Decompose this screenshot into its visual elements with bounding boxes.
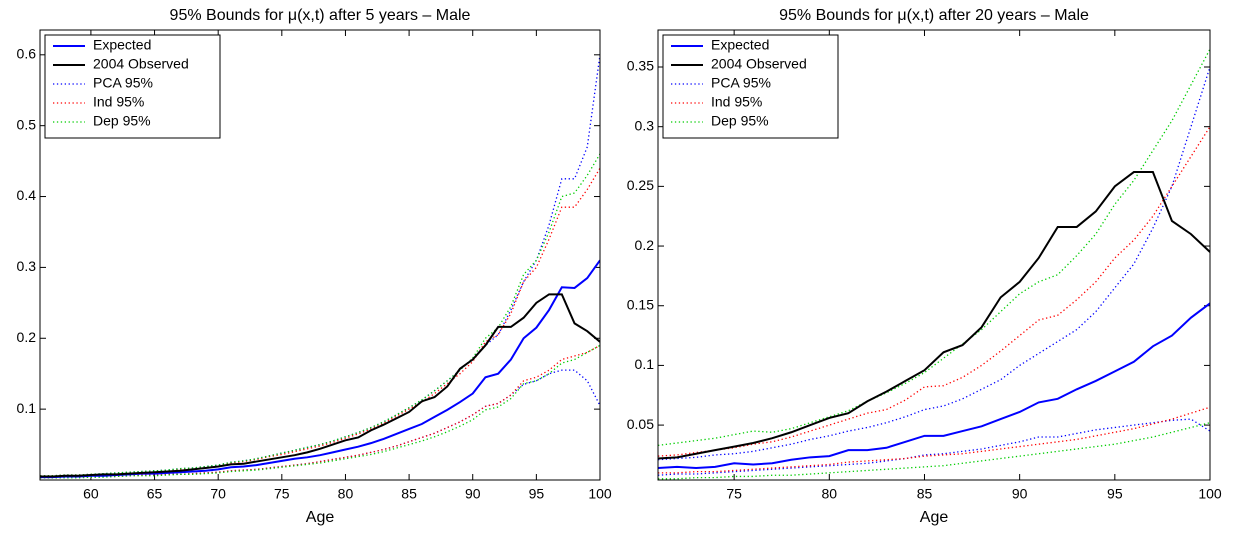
series-line (658, 126, 1210, 457)
x-tick-label: 80 (338, 486, 354, 502)
legend: Expected 2004 Observed PCA 95% Ind 95% Dep 9… (44, 34, 221, 139)
x-tick-label: 100 (1198, 486, 1222, 502)
x-tick-label: 95 (529, 486, 545, 502)
series-line (40, 293, 600, 478)
series-lower-line (658, 418, 1210, 476)
x-tick-label: 85 (917, 486, 933, 502)
plot-frame (657, 29, 1211, 481)
y-tick-label: 0.25 (627, 177, 654, 193)
y-tick-label: 0.5 (17, 116, 37, 132)
x-tick-label: 100 (588, 486, 612, 502)
x-tick-label: 90 (1012, 486, 1028, 502)
series-line (658, 302, 1210, 470)
legend-label: Dep 95% (93, 113, 151, 129)
y-tick-label: 0.05 (627, 416, 654, 432)
x-axis-label: Age (306, 509, 335, 526)
x-tick-label: 65 (147, 486, 163, 502)
series-line (40, 259, 600, 479)
panel: 95% Bounds for μ(x,t) after 5 years – Ma… (17, 7, 612, 526)
y-tick-label: 0.2 (17, 329, 37, 345)
y-tick-label: 0.1 (17, 400, 37, 416)
series-lower-line (40, 369, 600, 479)
series-line (40, 167, 600, 477)
series-line (658, 66, 1210, 461)
series-line (40, 153, 600, 477)
legend-label: Ind 95% (93, 94, 144, 110)
plot-frame (39, 29, 601, 481)
legend-label: Ind 95% (711, 94, 762, 110)
y-tick-label: 0.3 (17, 258, 37, 274)
series-lower-line (40, 344, 600, 479)
y-tick-label: 0.4 (17, 187, 37, 203)
series-line (658, 48, 1210, 447)
legend-label: 2004 Observed (711, 56, 807, 72)
x-tick-label: 75 (274, 486, 290, 502)
x-tick-label: 85 (401, 486, 417, 502)
y-tick-label: 0.35 (627, 58, 654, 74)
plot-area (658, 48, 1210, 480)
y-tick-label: 0.6 (17, 46, 37, 62)
legend-label: Dep 95% (711, 113, 769, 129)
y-tick-label: 0.15 (627, 296, 654, 312)
y-tick-label: 0.2 (635, 237, 655, 253)
legend: Expected 2004 Observed PCA 95% Ind 95% Dep 9… (662, 34, 839, 139)
y-tick-label: 0.1 (635, 356, 655, 372)
y-tick-label: 0.3 (635, 117, 655, 133)
legend-label: 2004 Observed (93, 56, 189, 72)
panel: 95% Bounds for μ(x,t) after 20 years – M… (627, 7, 1222, 526)
x-axis-label: Age (920, 509, 949, 526)
series-lower-line (40, 344, 600, 479)
legend-label: Expected (711, 37, 769, 53)
legend-box (662, 34, 839, 139)
legend-label: PCA 95% (711, 75, 771, 91)
x-tick-label: 90 (465, 486, 481, 502)
chart-title: 95% Bounds for μ(x,t) after 20 years – M… (779, 7, 1089, 24)
x-tick-label: 70 (210, 486, 226, 502)
chart-title: 95% Bounds for μ(x,t) after 5 years – Ma… (170, 7, 471, 24)
legend-label: Expected (93, 37, 151, 53)
x-tick-label: 60 (83, 486, 99, 502)
legend-label: PCA 95% (93, 75, 153, 91)
series-line (658, 171, 1210, 460)
x-tick-label: 75 (726, 486, 742, 502)
legend-box (44, 34, 221, 139)
plot-area (40, 54, 600, 479)
x-tick-label: 95 (1107, 486, 1123, 502)
x-tick-label: 80 (822, 486, 838, 502)
